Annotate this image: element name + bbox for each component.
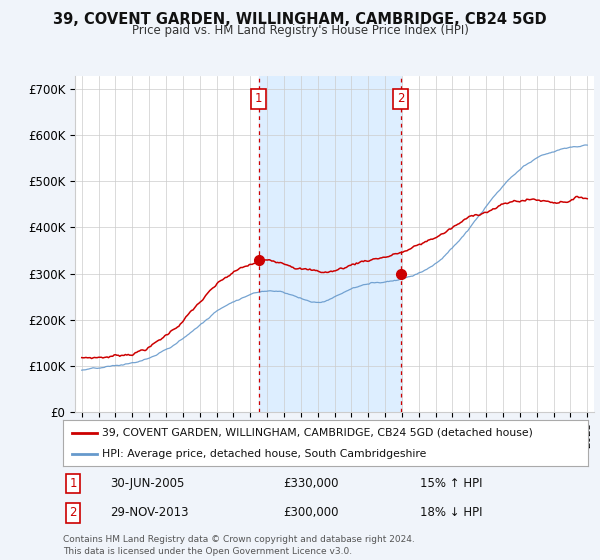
Text: 39, COVENT GARDEN, WILLINGHAM, CAMBRIDGE, CB24 5GD: 39, COVENT GARDEN, WILLINGHAM, CAMBRIDGE… bbox=[53, 12, 547, 27]
Text: 1: 1 bbox=[255, 92, 262, 105]
Text: 30-JUN-2005: 30-JUN-2005 bbox=[110, 477, 185, 490]
Text: 2: 2 bbox=[70, 506, 77, 519]
Text: 2: 2 bbox=[397, 92, 404, 105]
Text: 18% ↓ HPI: 18% ↓ HPI bbox=[420, 506, 482, 519]
Text: Price paid vs. HM Land Registry's House Price Index (HPI): Price paid vs. HM Land Registry's House … bbox=[131, 24, 469, 36]
Text: 1: 1 bbox=[70, 477, 77, 490]
Bar bbox=[259, 76, 401, 412]
Text: £300,000: £300,000 bbox=[284, 506, 339, 519]
Text: 29-NOV-2013: 29-NOV-2013 bbox=[110, 506, 189, 519]
Text: HPI: Average price, detached house, South Cambridgeshire: HPI: Average price, detached house, Sout… bbox=[103, 450, 427, 459]
Text: 39, COVENT GARDEN, WILLINGHAM, CAMBRIDGE, CB24 5GD (detached house): 39, COVENT GARDEN, WILLINGHAM, CAMBRIDGE… bbox=[103, 428, 533, 438]
Text: 15% ↑ HPI: 15% ↑ HPI bbox=[420, 477, 482, 490]
Text: Contains HM Land Registry data © Crown copyright and database right 2024.
This d: Contains HM Land Registry data © Crown c… bbox=[63, 535, 415, 556]
Text: £330,000: £330,000 bbox=[284, 477, 339, 490]
